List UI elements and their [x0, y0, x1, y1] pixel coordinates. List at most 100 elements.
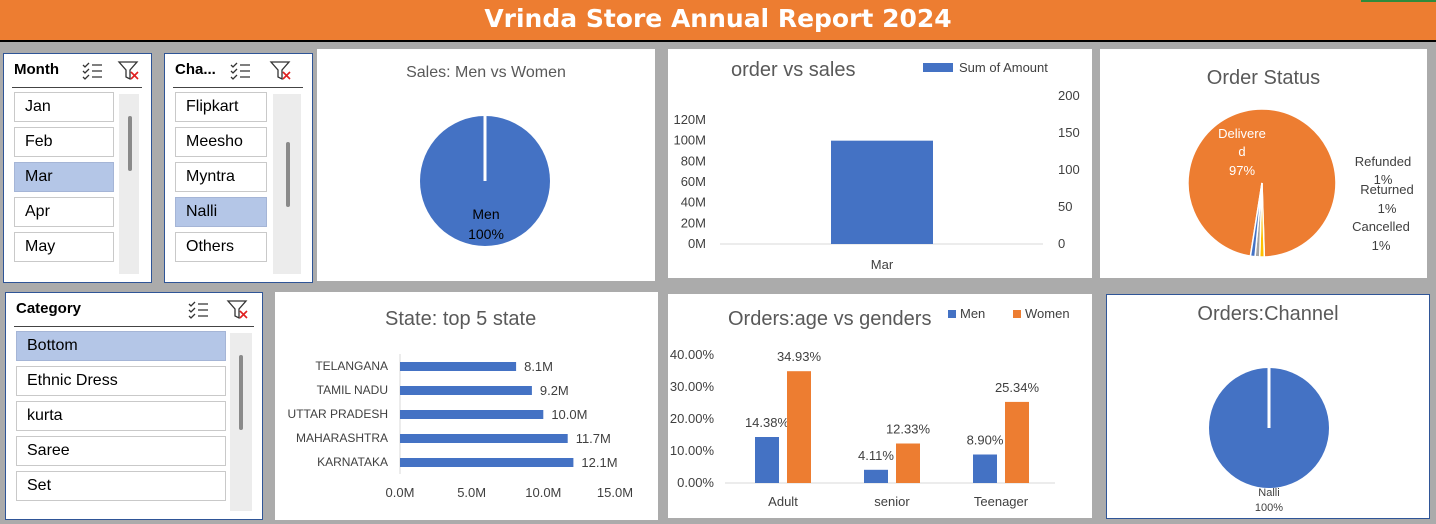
- y-tick-label: TELANGANA: [315, 359, 388, 373]
- pie-label-refunded: Refunded: [1355, 154, 1411, 169]
- pie-pct-returned: 1%: [1378, 201, 1397, 216]
- channel-scroll-thumb[interactable]: [286, 142, 290, 207]
- y-left-tick: 60M: [681, 174, 706, 189]
- category-slicer: Category Bottom Ethnic Dress kurta Saree Set: [5, 292, 263, 520]
- x-tick-label: 10.0M: [525, 485, 561, 500]
- clear-filter-icon[interactable]: [117, 60, 141, 82]
- y-tick-label: KARNATAKA: [317, 455, 388, 469]
- pie-label-returned: Returned: [1360, 182, 1413, 197]
- slicer-item-meesho[interactable]: Meesho: [175, 127, 267, 157]
- slicer-divider: [173, 87, 303, 88]
- legend-label-sum-of-amount: Sum of Amount: [959, 60, 1048, 75]
- sales-gender-chart: Sales: Men vs Women Men 100%: [317, 49, 655, 281]
- sales-gender-pie: Men 100%: [420, 116, 550, 246]
- month-slicer-title: Month: [14, 61, 59, 78]
- y-tick-label: 20.00%: [670, 411, 715, 426]
- slicer-item-myntra[interactable]: Myntra: [175, 162, 267, 192]
- channel-scrollbar[interactable]: [273, 94, 301, 274]
- x-tick-label: Adult: [768, 494, 798, 509]
- y-left-tick: 100M: [673, 133, 706, 148]
- x-tick-label: 0.0M: [386, 485, 415, 500]
- bar-value-label: 10.0M: [551, 407, 587, 422]
- age-gender-chart: Orders:age vs genders Men Women 0.00% 10.…: [668, 294, 1092, 518]
- y-tick-label: UTTAR PRADESH: [288, 407, 388, 421]
- order-status-pie: Delivere d 97% Refunded 1% Returned 1% C…: [1187, 108, 1414, 258]
- multi-select-icon[interactable]: [230, 61, 252, 81]
- slicer-item-bottom[interactable]: Bottom: [16, 331, 226, 361]
- month-scrollbar[interactable]: [119, 94, 139, 274]
- x-tick-label: 5.0M: [457, 485, 486, 500]
- slicer-item-mar[interactable]: Mar: [14, 162, 114, 192]
- bar-value-label: 25.34%: [995, 380, 1040, 395]
- clear-filter-icon[interactable]: [269, 60, 293, 82]
- bar-value-label: 12.1M: [581, 455, 617, 470]
- y-left-tick: 120M: [673, 112, 706, 127]
- slicer-item-others[interactable]: Others: [175, 232, 267, 262]
- top-states-plot: KARNATAKA 12.1M MAHARASHTRA 11.7M UTTAR PRAD…: [288, 354, 633, 500]
- banner-accent-line: [1361, 0, 1436, 2]
- slicer-item-flipkart[interactable]: Flipkart: [175, 92, 267, 122]
- bar-senior-women: [896, 443, 920, 483]
- y-tick-label: MAHARASHTRA: [296, 431, 388, 445]
- bar-value-label: 12.33%: [886, 422, 931, 437]
- channel-orders-chart: Orders:Channel Nalli 100%: [1106, 294, 1430, 519]
- pie-pct-cancelled: 1%: [1372, 238, 1391, 253]
- slicer-item-set[interactable]: Set: [16, 471, 226, 501]
- chart-title: Orders:Channel: [1197, 303, 1339, 325]
- y-left-tick: 20M: [681, 215, 706, 230]
- bar-telangana: [400, 362, 517, 371]
- slicer-item-nalli[interactable]: Nalli: [175, 197, 267, 227]
- pie-slice-cancelled: [1249, 182, 1263, 258]
- pie-label-cancelled: Cancelled: [1352, 219, 1410, 234]
- bar-teenager-men: [973, 454, 997, 483]
- slicer-divider: [12, 87, 142, 88]
- category-scroll-thumb[interactable]: [239, 355, 243, 430]
- order-status-chart: Order Status Delivere d 97% Refunded 1% …: [1100, 49, 1427, 278]
- category-scrollbar[interactable]: [230, 333, 252, 511]
- chart-title: order vs sales: [731, 59, 856, 81]
- chart-title: Order Status: [1206, 67, 1321, 89]
- slicer-item-saree[interactable]: Saree: [16, 436, 226, 466]
- bar-karnataka: [400, 458, 574, 467]
- slicer-item-apr[interactable]: Apr: [14, 197, 114, 227]
- y-right-tick: 50: [1058, 199, 1072, 214]
- bar-value-label: 8.1M: [524, 359, 553, 374]
- clear-filter-icon[interactable]: [226, 299, 250, 321]
- slicer-item-feb[interactable]: Feb: [14, 127, 114, 157]
- y-tick-label: 10.00%: [670, 443, 715, 458]
- y-tick-label: 0.00%: [677, 475, 714, 490]
- slicer-item-may[interactable]: May: [14, 232, 114, 262]
- channel-slicer-title: Cha...: [175, 61, 216, 78]
- chart-title: Orders:age vs genders: [728, 308, 932, 330]
- order-sales-chart: order vs sales Sum of Amount 0M 20M 40M 60M…: [668, 49, 1092, 278]
- y-left-tick: 0M: [688, 236, 706, 251]
- pie-label-men: Men: [472, 206, 499, 222]
- report-banner: Vrinda Store Annual Report 2024: [0, 0, 1436, 42]
- report-title: Vrinda Store Annual Report 2024: [484, 4, 952, 33]
- month-scroll-thumb[interactable]: [128, 116, 132, 171]
- pie-label-delivered-line1: Delivere: [1218, 126, 1266, 141]
- x-tick-label: Teenager: [974, 494, 1029, 509]
- age-gender-plot: Men Women 0.00%10.00%20.00%30.00%40.00% …: [670, 306, 1070, 509]
- month-slicer: Month Jan Feb Mar Apr May: [3, 53, 152, 283]
- slicer-item-jan[interactable]: Jan: [14, 92, 114, 122]
- bar-adult-women: [787, 371, 811, 483]
- top-states-chart: State: top 5 state KARNATAKA 12.1M MAHARAS…: [275, 292, 658, 520]
- multi-select-icon[interactable]: [188, 300, 210, 320]
- bar-maharashtra: [400, 434, 568, 443]
- bar-adult-men: [755, 437, 779, 483]
- multi-select-icon[interactable]: [82, 61, 104, 81]
- pie-pct-men: 100%: [468, 226, 504, 242]
- y-left-tick: 40M: [681, 195, 706, 210]
- slicer-item-ethnic-dress[interactable]: Ethnic Dress: [16, 366, 226, 396]
- bar-value-label: 34.93%: [777, 349, 822, 364]
- bar-value-label: 14.38%: [745, 415, 790, 430]
- bar-senior-men: [864, 469, 888, 483]
- order-sales-plot: Sum of Amount 0M 20M 40M 60M 80M 100M 120M 0 50…: [673, 60, 1080, 272]
- y-right-tick: 100: [1058, 162, 1080, 177]
- pie-label-delivered-line2: d: [1238, 144, 1245, 159]
- slicer-item-kurta[interactable]: kurta: [16, 401, 226, 431]
- chart-title: Sales: Men vs Women: [406, 64, 566, 81]
- category-slicer-title: Category: [16, 300, 82, 317]
- legend-label-men: Men: [960, 306, 985, 321]
